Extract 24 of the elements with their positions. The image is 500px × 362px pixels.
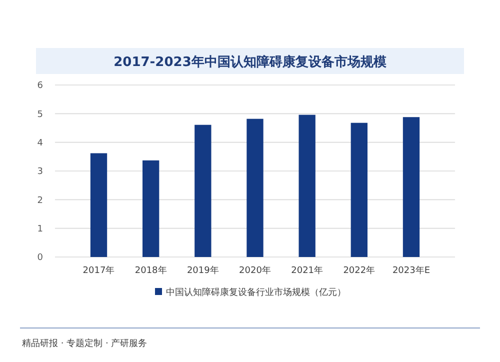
y-tick-label: 1 xyxy=(37,224,43,234)
y-tick-label: 6 xyxy=(37,81,44,92)
bar xyxy=(402,117,420,257)
text: 精品研报 · 专题定制 · 产研服务 xyxy=(22,338,148,349)
x-tick-label: 2022年 xyxy=(343,265,376,276)
bar xyxy=(142,160,160,257)
x-tick-label: 2023年E xyxy=(392,265,430,276)
bar xyxy=(350,122,368,257)
y-tick-label: 0 xyxy=(37,253,44,264)
x-tick-label: 2019年 xyxy=(186,265,219,276)
chart-title: 2017-2023年中国认知障碍康复设备市场规模 xyxy=(114,54,386,70)
x-tick-label: 2017年 xyxy=(82,265,115,276)
bar xyxy=(246,118,264,257)
y-tick-label: 3 xyxy=(37,167,43,178)
y-tick-label: 5 xyxy=(37,110,43,120)
y-tick-label: 4 xyxy=(37,138,44,148)
x-tick-label: 2018年 xyxy=(134,265,167,276)
legend-label: 中国认知障碍康复设备行业市场规模（亿元） xyxy=(166,287,346,298)
bar xyxy=(90,153,108,257)
bar xyxy=(194,124,212,257)
bar xyxy=(298,114,316,257)
y-tick-label: 2 xyxy=(37,196,43,206)
x-tick-label: 2021年 xyxy=(291,265,324,276)
x-tick-label: 2020年 xyxy=(239,265,271,276)
